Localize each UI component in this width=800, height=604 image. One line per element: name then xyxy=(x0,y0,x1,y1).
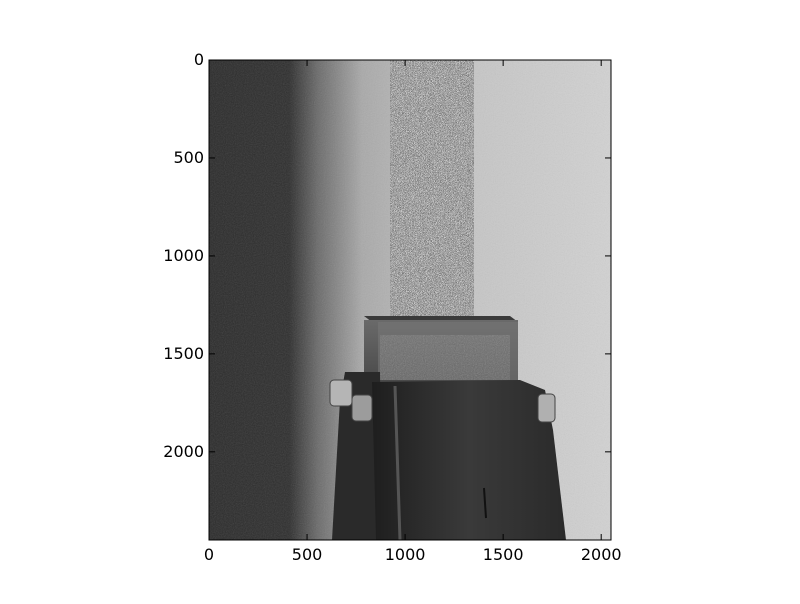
axes-frame xyxy=(208,59,612,541)
y-tick-label: 1000 xyxy=(163,246,204,265)
y-axis: 0 500 1000 1500 2000 xyxy=(163,50,611,461)
x-tick-label: 0 xyxy=(204,545,214,564)
y-tick-label: 0 xyxy=(194,50,204,69)
bolt-left-2 xyxy=(351,394,373,422)
grayscale-image xyxy=(209,60,611,540)
grip-block-texture xyxy=(380,335,510,380)
bolt-right xyxy=(537,393,556,423)
y-tick-label: 2000 xyxy=(163,442,204,461)
clamp-notch xyxy=(483,487,487,519)
clamp-body xyxy=(372,380,566,540)
x-tick-label: 1000 xyxy=(385,545,426,564)
x-tick-label: 1500 xyxy=(483,545,524,564)
x-tick-label: 500 xyxy=(292,545,323,564)
y-tick-label: 1500 xyxy=(163,344,204,363)
y-tick-label: 500 xyxy=(173,148,204,167)
clamp-body-edge xyxy=(393,385,402,540)
specimen-speckle xyxy=(390,60,474,318)
x-tick-label: 2000 xyxy=(581,545,622,564)
x-axis: 0 500 1000 1500 2000 xyxy=(204,60,622,564)
bolt-left xyxy=(329,379,353,407)
